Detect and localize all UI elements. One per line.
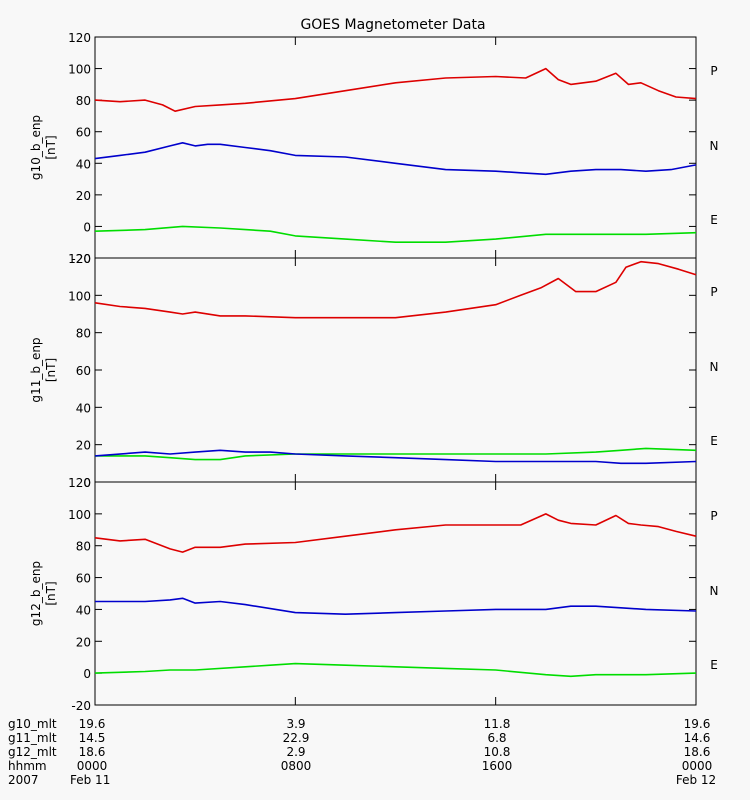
time-row-value: 18.6 [684, 745, 711, 759]
series-line-p [94, 513, 697, 553]
time-row-label: g11_mlt [8, 731, 57, 745]
y-tick-label: 80 [76, 540, 91, 554]
y-tick-label: 0 [83, 476, 91, 490]
time-row-value: 14.6 [684, 731, 711, 745]
legend-label-n: N [710, 360, 719, 374]
y-axis-unit: [nT] [44, 358, 58, 382]
series-line-e [94, 449, 697, 465]
chart-title: GOES Magnetometer Data [300, 17, 485, 33]
time-row-value: 0800 [281, 759, 312, 773]
time-row-value: 3.9 [286, 717, 305, 731]
time-row-value: 2.9 [286, 745, 305, 759]
time-row-value: 14.5 [79, 731, 106, 745]
y-tick-label: 80 [76, 94, 91, 108]
y-tick-label: -20 [71, 252, 91, 266]
time-row-value: 11.8 [484, 717, 511, 731]
time-row-value: 1600 [482, 759, 513, 773]
y-tick-label: 20 [76, 439, 91, 453]
time-row-value: 18.6 [79, 745, 106, 759]
time-row-value: 22.9 [283, 731, 310, 745]
y-tick-label: 60 [76, 572, 91, 586]
y-tick-label: 100 [68, 289, 91, 303]
series-line-n [94, 225, 697, 243]
y-tick-label: 0 [83, 220, 91, 234]
legend-label-e: E [710, 658, 718, 672]
y-tick-label: 40 [76, 603, 91, 617]
y-axis-unit: [nT] [44, 135, 58, 159]
y-axis-label: g11_b_enp [29, 337, 43, 402]
series-line-e [94, 142, 697, 176]
y-tick-label: 60 [76, 126, 91, 140]
time-row-value: 0000 [77, 759, 108, 773]
legend-label-e: E [710, 434, 718, 448]
series-line-p [94, 67, 697, 112]
legend-label-e: E [710, 213, 718, 227]
y-axis-label: g10_b_enp [29, 115, 43, 180]
panel-frame [94, 481, 697, 706]
series-line-p [94, 260, 697, 319]
series-line-n [94, 662, 697, 678]
y-tick-label: 100 [68, 63, 91, 77]
time-row-label: g10_mlt [8, 717, 57, 731]
panel-2: 0 20 40 60 80 100 120 g11_b_enp [nT] P N E [29, 252, 718, 490]
y-tick-label: 20 [76, 189, 91, 203]
time-row-label: g12_mlt [8, 745, 57, 759]
y-axis-label: g12_b_enp [29, 561, 43, 626]
y-tick-label: 100 [68, 508, 91, 522]
y-tick-label: 80 [76, 327, 91, 341]
panel-3: -20 0 20 40 60 80 100 120 g12_b_enp [nT] P N E [29, 476, 718, 713]
time-row-value: 19.6 [684, 717, 711, 731]
y-tick-label: 120 [68, 31, 91, 45]
time-axis-table: g10_mlt 19.6 3.9 11.8 19.6 g11_mlt 14.5 22.9 6.8… [8, 717, 716, 787]
time-row-value: Feb 11 [70, 773, 110, 787]
series-line-n [95, 447, 697, 461]
y-tick-label: 40 [76, 401, 91, 415]
time-row-label: hhmm [8, 759, 47, 773]
y-tick-label: 40 [76, 157, 91, 171]
y-tick-label: 0 [83, 667, 91, 681]
series-line-e [95, 597, 697, 616]
y-tick-label: 120 [68, 476, 91, 490]
y-tick-label: 60 [76, 364, 91, 378]
legend-label-p: P [710, 64, 717, 78]
time-row-value: 19.6 [79, 717, 106, 731]
legend-label-p: P [710, 509, 717, 523]
legend-label-p: P [710, 285, 717, 299]
time-row-value: 10.8 [484, 745, 511, 759]
legend-label-n: N [710, 139, 719, 153]
y-tick-label: -20 [71, 699, 91, 713]
legend-label-n: N [710, 584, 719, 598]
y-axis-unit: [nT] [44, 581, 58, 605]
y-tick-label: 120 [68, 252, 91, 266]
time-row-value: 0000 [682, 759, 713, 773]
time-row-label: 2007 [8, 773, 39, 787]
time-row-value: 6.8 [487, 731, 506, 745]
time-row-value: Feb 12 [676, 773, 716, 787]
panel-1: -20 0 20 40 60 80 100 120 g10_b_enp [nT] P N E [29, 31, 718, 266]
y-tick-label: 20 [76, 635, 91, 649]
